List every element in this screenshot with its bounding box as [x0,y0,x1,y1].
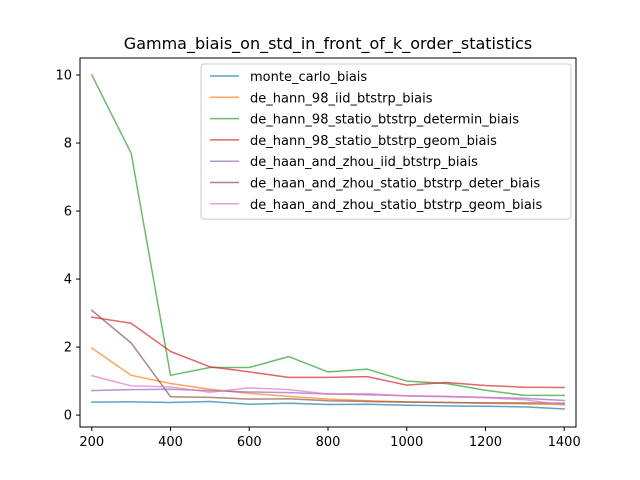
y-tick-label: 6 [64,205,72,220]
axes: 200 400 600 800 1000 1200 1400 0 2 4 6 8 10 [55,57,581,450]
legend-label: de_haan_and_zhou_iid_btstrp_biais [250,155,478,170]
legend-label: monte_carlo_biais [250,70,367,85]
series-line-de_hann_98_statio_btstrp_determin_biais [90,73,565,397]
series-line-monte_carlo_biais [91,400,565,410]
y-tick-label: 2 [64,341,72,356]
x-tick-label: 1200 [469,435,502,450]
chart-title: Gamma_biais_on_std_in_front_of_k_order_s… [124,34,532,54]
x-tick-label: 1000 [390,435,423,450]
legend-label: de_haan_and_zhou_statio_btstrp_deter_bia… [250,177,540,192]
legend-label: de_hann_98_iid_btstrp_biais [250,91,433,106]
plot-area [90,73,566,410]
y-tick-label: 10 [55,69,72,84]
x-tick-label: 600 [237,435,262,450]
legend-label: de_haan_and_zhou_statio_btstrp_geom_biai… [250,198,542,213]
legend-label: de_hann_98_statio_btstrp_geom_biais [250,134,497,149]
series-line-de_hann_98_statio_btstrp_geom_biais [90,316,565,389]
series-line-de_haan_and_zhou_statio_btstrp_deter_biais [90,309,565,404]
y-tick-label: 4 [64,273,72,288]
y-tick-label: 0 [64,409,72,424]
legend: monte_carlo_biais de_hann_98_iid_btstrp_b… [200,63,572,220]
x-tick-label: 400 [158,435,183,450]
x-tick-label: 200 [79,435,104,450]
series-line-de_haan_and_zhou_statio_btstrp_geom_biais [90,374,566,406]
x-tick-label: 1400 [548,435,581,450]
legend-box [200,63,572,220]
x-tick-label: 800 [316,435,341,450]
legend-label: de_hann_98_statio_btstrp_determin_biais [250,113,519,128]
y-tick-label: 8 [64,137,72,152]
